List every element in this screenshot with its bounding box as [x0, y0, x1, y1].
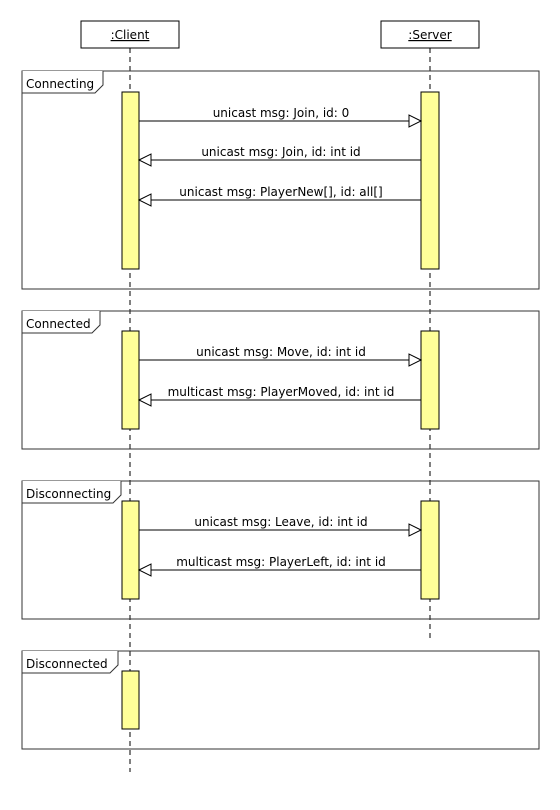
fragment-frame — [21, 650, 540, 750]
fragment-label: Disconnected — [26, 657, 108, 671]
fragment-label-tab — [21, 311, 101, 334]
fragment-disconnecting: Disconnecting unicast msg: Leave, id: in… — [21, 480, 540, 620]
activation-client — [121, 330, 140, 430]
activation-server — [420, 330, 440, 430]
message-arrowhead — [408, 523, 423, 537]
message-label: unicast msg: Leave, id: int id — [194, 515, 367, 529]
lifeline-server: :Server — [380, 20, 480, 640]
fragment-disconnected: Disconnected — [21, 650, 540, 750]
fragment-frame — [21, 70, 540, 290]
fragment-label-tab — [21, 71, 104, 94]
message-label: unicast msg: Join, id: 0 — [213, 106, 350, 120]
fragment-frame — [21, 480, 540, 620]
message-arrowhead — [408, 114, 423, 128]
fragment-label: Connected — [26, 317, 91, 331]
activation-client — [121, 500, 140, 600]
message-label: unicast msg: PlayerNew[], id: all[] — [179, 185, 382, 199]
message-label: unicast msg: Move, id: int id — [196, 345, 366, 359]
message-arrowhead — [137, 193, 152, 207]
activation-server — [420, 91, 440, 270]
fragment-connecting: Connecting unicast msg: Join, id: 0 unic… — [21, 70, 540, 290]
message-arrowhead — [137, 563, 152, 577]
message-label: multicast msg: PlayerMoved, id: int id — [168, 385, 395, 399]
message-label: multicast msg: PlayerLeft, id: int id — [176, 555, 386, 569]
message-arrowhead — [408, 353, 423, 367]
activation-server — [420, 500, 440, 600]
message-arrowhead — [137, 393, 152, 407]
lifeline-client-label: :Client — [111, 28, 150, 42]
fragment-label-tab — [21, 651, 119, 674]
fragment-label: Disconnecting — [26, 487, 111, 501]
fragment-connected: Connected unicast msg: Move, id: int id … — [21, 310, 540, 450]
fragment-label-tab — [21, 481, 122, 504]
activation-client — [121, 91, 140, 270]
fragment-label: Connecting — [26, 77, 94, 91]
activation-client — [121, 670, 140, 730]
message-label: unicast msg: Join, id: int id — [201, 145, 360, 159]
fragment-frame — [21, 310, 540, 450]
lifeline-client-head — [80, 20, 180, 49]
lifeline-server-label: :Server — [408, 28, 451, 42]
message-arrowhead — [137, 153, 152, 167]
